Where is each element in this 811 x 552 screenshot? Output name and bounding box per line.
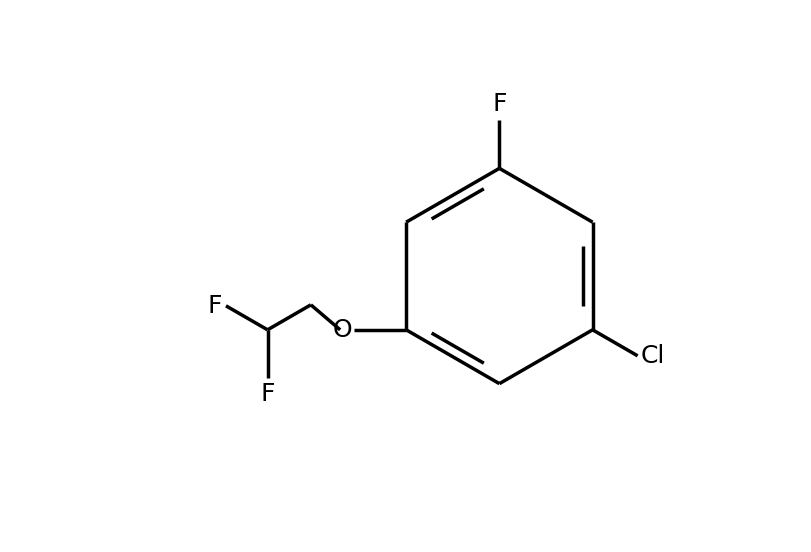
Text: F: F [208, 294, 221, 318]
Text: Cl: Cl [640, 344, 664, 368]
Text: F: F [491, 92, 506, 116]
Text: O: O [333, 318, 352, 342]
Text: F: F [260, 382, 274, 406]
